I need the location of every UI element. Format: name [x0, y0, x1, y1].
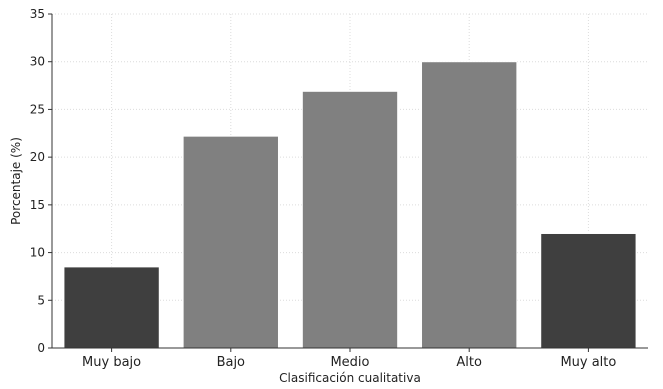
x-tick-label: Medio: [330, 355, 369, 370]
bar-medio: [301, 90, 399, 349]
y-tick-label: 15: [30, 198, 45, 212]
y-tick-label: 10: [30, 246, 45, 260]
y-tick-label: 20: [30, 150, 45, 164]
x-tick-label: Muy bajo: [82, 355, 141, 370]
y-tick-label: 5: [37, 293, 45, 307]
bar-muy-alto: [540, 232, 637, 349]
bars: [63, 61, 637, 349]
bar-alto: [421, 61, 518, 349]
x-axis-label: Clasificación cualitativa: [279, 371, 421, 385]
x-tick-label: Bajo: [217, 355, 245, 370]
bar-bajo: [182, 135, 279, 349]
y-tick-label: 0: [37, 341, 45, 355]
y-axis-label: Porcentaje (%): [9, 137, 23, 225]
y-tick-label: 30: [30, 55, 45, 69]
y-tick-label: 25: [30, 102, 45, 116]
bar-muy-bajo: [63, 266, 160, 349]
x-tick-label: Muy alto: [560, 355, 616, 370]
x-ticks: Muy bajo Bajo Medio Alto Muy alto: [82, 348, 616, 370]
y-ticks: 0 5 10 15 20 25 30 35: [30, 7, 52, 355]
x-tick-label: Alto: [456, 355, 482, 370]
y-tick-label: 35: [30, 7, 45, 21]
